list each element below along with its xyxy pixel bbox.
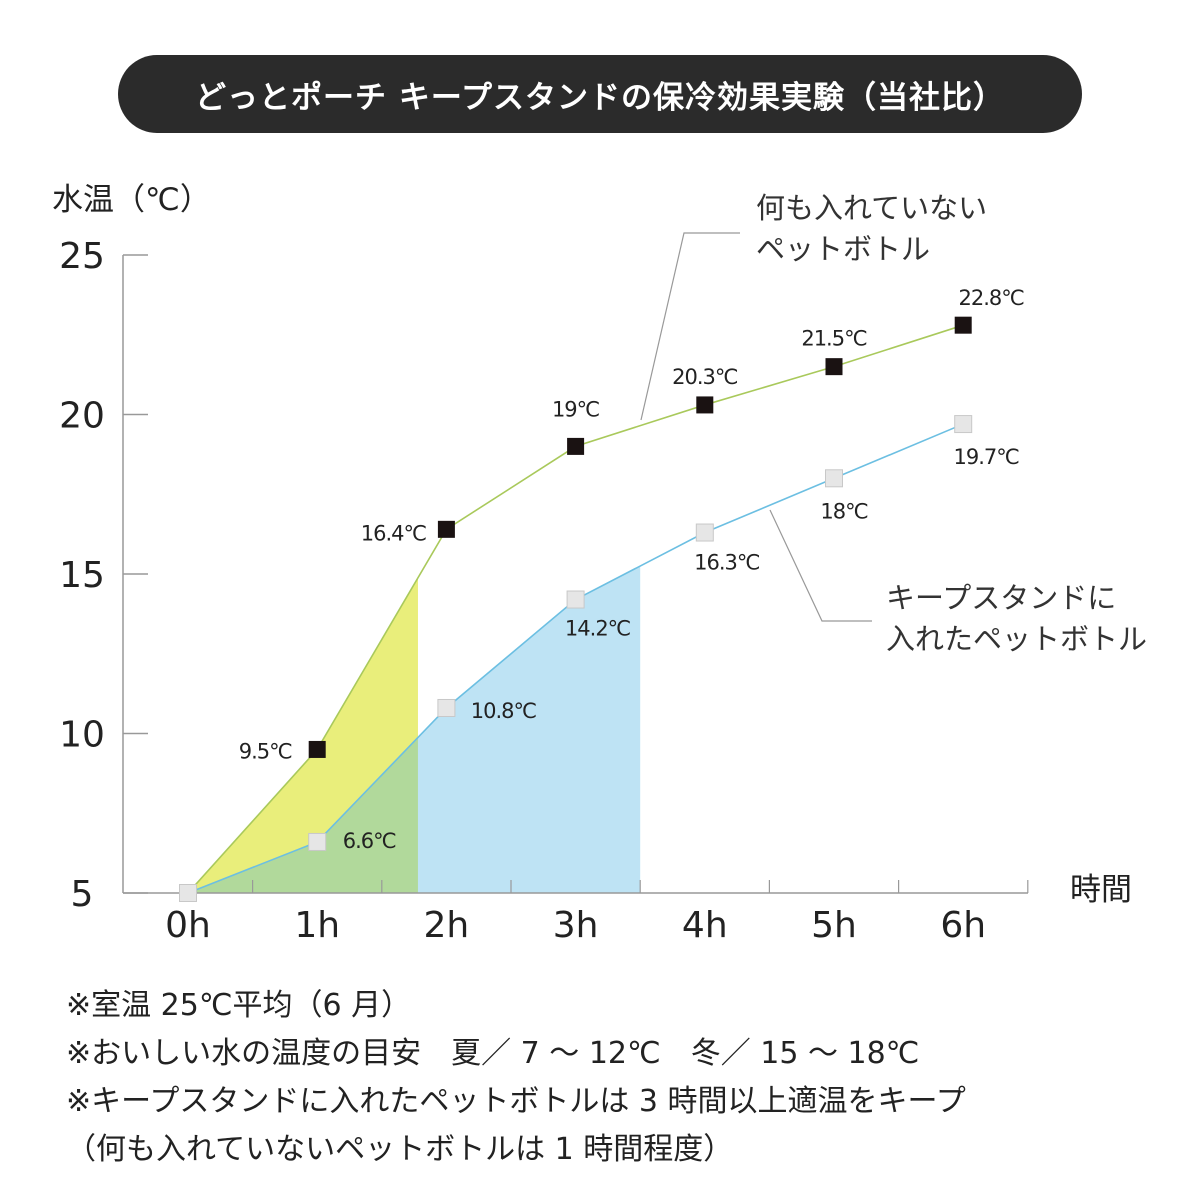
- data-point-marker: [695, 523, 714, 542]
- callout-leader-2: [769, 509, 872, 622]
- data-label: 10.8℃: [471, 699, 537, 723]
- x-tick-label: 6h: [940, 905, 986, 946]
- data-label: 19℃: [552, 397, 600, 421]
- data-point-marker: [437, 520, 455, 538]
- data-point-marker: [954, 316, 972, 334]
- y-tick-label: 5: [71, 874, 94, 915]
- data-label: 21.5℃: [801, 327, 867, 351]
- data-label: 22.8℃: [959, 286, 1025, 310]
- shaded-region-1: [188, 577, 418, 893]
- data-label: 9.5℃: [239, 739, 292, 763]
- x-tick-label: 1h: [294, 905, 340, 946]
- data-label: 16.4℃: [361, 521, 427, 545]
- data-point-marker: [179, 884, 197, 902]
- x-tick-label: 0h: [165, 905, 211, 946]
- data-label: 6.6℃: [343, 829, 396, 853]
- y-tick-label: 25: [59, 236, 105, 277]
- y-tick-label: 10: [59, 715, 105, 756]
- notes: ※室温 25℃平均（6 月） ※おいしい水の温度の目安 夏／ 7 ～ 12℃ 冬…: [66, 982, 966, 1174]
- note-ideal-temp: ※おいしい水の温度の目安 夏／ 7 ～ 12℃ 冬／ 15 ～ 18℃: [66, 1036, 920, 1071]
- data-point-marker: [308, 740, 326, 758]
- data-label: 19.7℃: [954, 445, 1020, 469]
- data-label: 16.3℃: [694, 551, 760, 575]
- series-label-1: 何も入れていない: [756, 191, 987, 225]
- data-label: 18℃: [820, 499, 868, 523]
- data-point-marker: [825, 358, 843, 376]
- data-point-marker: [437, 698, 456, 717]
- y-axis-title: 水温（℃）: [52, 182, 211, 218]
- data-point-marker: [567, 437, 585, 455]
- series-label-1: ペットボトル: [756, 232, 930, 266]
- data-label: 20.3℃: [672, 365, 738, 389]
- series-label-2: 入れたペットボトル: [886, 622, 1147, 656]
- data-point-marker: [825, 469, 843, 488]
- shaded-region-3: [417, 566, 641, 893]
- note-room-temp: ※室温 25℃平均（6 月）: [66, 988, 412, 1023]
- data-label: 14.2℃: [565, 617, 631, 641]
- temperature-chart: 5 10 15 20 25 0h 1h 2h 3h 4h 5h 6h 水温（℃） 時間 9.5℃ 16.4℃ 1…: [52, 182, 1147, 946]
- note-no-cover: （何も入れていないペットボトルは 1 時間程度）: [66, 1132, 734, 1167]
- data-point-marker: [308, 832, 327, 851]
- x-tick-label: 3h: [553, 905, 599, 946]
- data-point-marker: [954, 415, 973, 434]
- callout-leader-1: [640, 232, 740, 421]
- data-point-marker: [696, 396, 714, 414]
- x-tick-label: 2h: [424, 905, 470, 946]
- chart-title: どっとポーチ キープスタンドの保冷効果実験（当社比）: [118, 55, 1082, 133]
- note-keep-stand: ※キープスタンドに入れたペットボトルは 3 時間以上適温をキープ: [66, 1084, 966, 1119]
- shaded-region-2: [188, 737, 418, 893]
- data-point-marker: [566, 590, 585, 609]
- series-label-2: キープスタンドに: [886, 581, 1116, 615]
- x-axis-title: 時間: [1070, 872, 1132, 908]
- y-tick-label: 15: [59, 555, 105, 596]
- x-tick-label: 5h: [811, 905, 857, 946]
- x-tick-label: 4h: [682, 905, 728, 946]
- y-tick-label: 20: [59, 396, 105, 437]
